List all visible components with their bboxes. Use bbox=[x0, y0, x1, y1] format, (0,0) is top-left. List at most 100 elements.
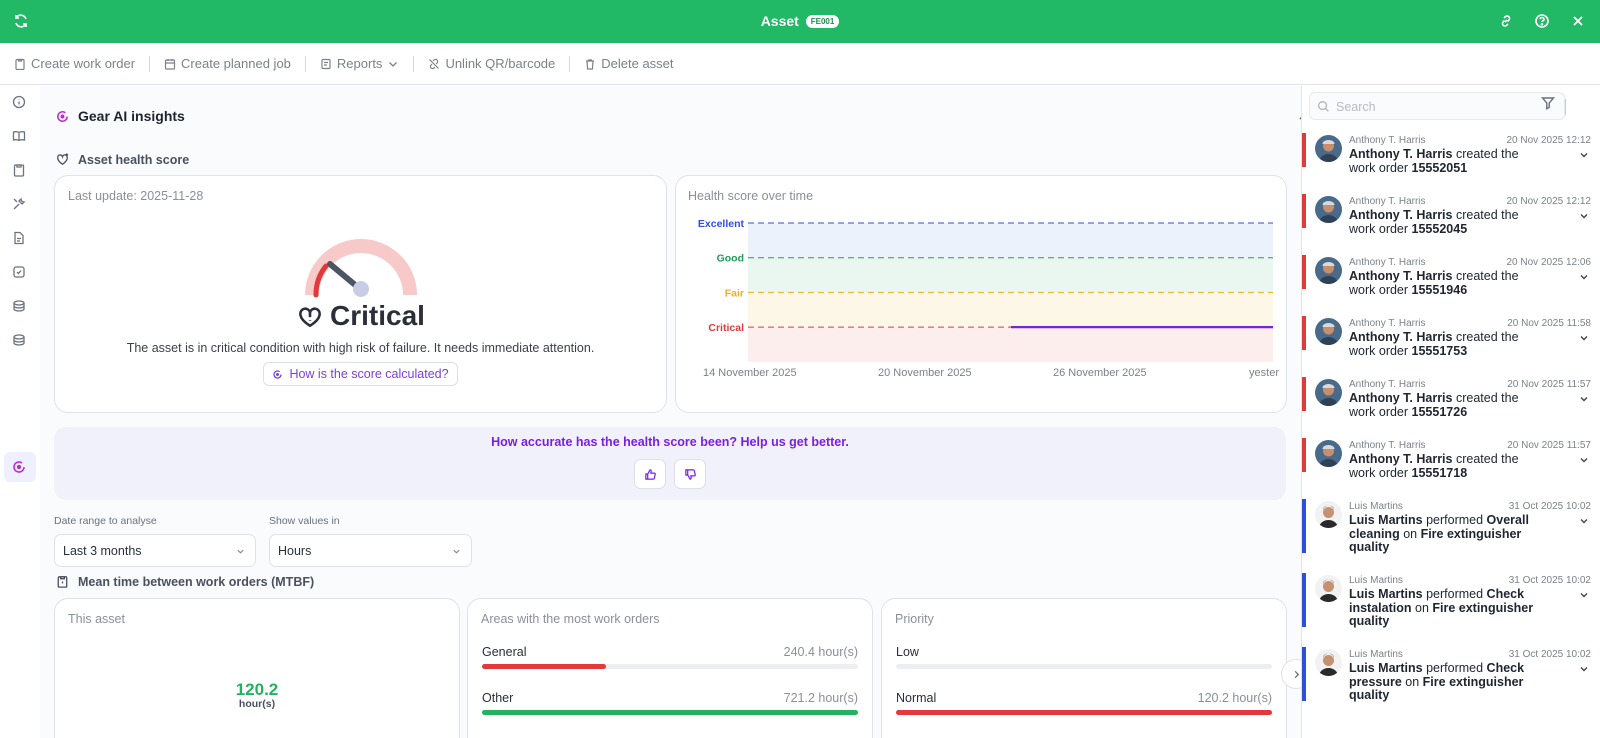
chevron-down-icon[interactable] bbox=[1579, 272, 1589, 282]
chart-band-fair bbox=[748, 292, 1273, 328]
chart-x-tick: yester bbox=[1249, 367, 1279, 379]
bar-fill bbox=[482, 664, 607, 669]
unlink-icon bbox=[429, 58, 440, 69]
chevron-down-icon bbox=[453, 549, 460, 554]
activity-item[interactable]: Luis Martins 31 Oct 2025 10:02 Luis Martin… bbox=[1302, 647, 1600, 705]
activity-verb: created the work order bbox=[1349, 208, 1519, 236]
health-status: Critical bbox=[55, 300, 666, 332]
chevron-down-icon[interactable] bbox=[1579, 211, 1589, 221]
show-values-select[interactable]: Hours bbox=[269, 534, 472, 567]
ai-insights-icon bbox=[57, 110, 68, 122]
tools-icon[interactable] bbox=[11, 196, 27, 212]
refresh-icon[interactable] bbox=[13, 13, 29, 29]
activity-type-stripe bbox=[1302, 438, 1306, 472]
activity-place: Fire extinguisher quality bbox=[1349, 600, 1534, 628]
areas-label: Areas with the most work orders bbox=[481, 612, 660, 626]
chevron-down-icon[interactable] bbox=[1579, 664, 1589, 674]
checklist-icon[interactable] bbox=[11, 264, 27, 280]
toolbar-divider bbox=[413, 55, 415, 72]
activity-item[interactable]: Anthony T. Harris 20 Nov 2025 11:58 Anthon… bbox=[1302, 316, 1600, 357]
activity-connector: on bbox=[1401, 674, 1423, 689]
activity-item[interactable]: Anthony T. Harris 20 Nov 2025 12:06 Anthon… bbox=[1302, 255, 1600, 296]
priority-name: Low bbox=[896, 645, 919, 659]
chart-x-tick: 26 November 2025 bbox=[1053, 367, 1147, 379]
create-planned-job-button[interactable]: Create planned job bbox=[164, 56, 291, 71]
bar-fill bbox=[896, 710, 1272, 715]
book-icon[interactable] bbox=[11, 128, 27, 144]
activity-place: Fire extinguisher quality bbox=[1349, 526, 1522, 554]
area-value: 240.4 hour(s) bbox=[783, 645, 858, 659]
chevron-down-icon[interactable] bbox=[1579, 455, 1589, 465]
activity-user: Luis Martins bbox=[1349, 501, 1403, 512]
activity-text: Luis Martins performed Check pressure on… bbox=[1349, 661, 1539, 703]
activity-user: Anthony T. Harris bbox=[1349, 318, 1426, 329]
activity-item[interactable]: Anthony T. Harris 20 Nov 2025 11:57 Anthon… bbox=[1302, 377, 1600, 418]
reports-label: Reports bbox=[336, 56, 383, 71]
chevron-down-icon[interactable] bbox=[1579, 333, 1589, 343]
activity-connector: on bbox=[1399, 526, 1421, 541]
areas-card: Areas with the most work orders General … bbox=[467, 598, 873, 738]
activity-type-stripe bbox=[1302, 647, 1306, 701]
search-input[interactable]: Search bbox=[1309, 92, 1566, 120]
activity-user: Anthony T. Harris bbox=[1349, 257, 1426, 268]
database-icon[interactable] bbox=[11, 332, 27, 348]
chart-level-label: Fair bbox=[725, 287, 744, 299]
thumbs-up-button[interactable] bbox=[634, 459, 666, 489]
activity-place: Fire extinguisher quality bbox=[1349, 674, 1524, 702]
chevron-down-icon[interactable] bbox=[1579, 150, 1589, 160]
thumbs-down-button[interactable] bbox=[674, 459, 706, 489]
area-name: General bbox=[482, 645, 527, 659]
create-work-order-button[interactable]: Create work order bbox=[14, 56, 135, 71]
bar-track bbox=[482, 710, 858, 715]
health-status-text: Critical bbox=[330, 300, 425, 331]
bar-track bbox=[896, 664, 1272, 669]
close-icon[interactable] bbox=[1570, 13, 1586, 29]
activity-item[interactable]: Luis Martins 31 Oct 2025 10:02 Luis Martin… bbox=[1302, 573, 1600, 631]
ai-insights-icon[interactable] bbox=[11, 459, 27, 475]
asset-code-badge: FE001 bbox=[805, 15, 840, 28]
database-icon[interactable] bbox=[11, 298, 27, 314]
activity-actor: Anthony T. Harris bbox=[1349, 452, 1453, 466]
help-icon[interactable] bbox=[1534, 13, 1550, 29]
how-score-calculated-button[interactable]: How is the score calculated? bbox=[263, 362, 458, 386]
show-values-value: Hours bbox=[278, 544, 312, 558]
delete-asset-button[interactable]: Delete asset bbox=[584, 56, 674, 71]
activity-type-stripe bbox=[1302, 377, 1306, 411]
link-icon[interactable] bbox=[1498, 13, 1514, 29]
clipboard-icon[interactable] bbox=[11, 162, 27, 178]
bar-track bbox=[482, 664, 858, 669]
activity-time: 20 Nov 2025 11:57 bbox=[1507, 379, 1591, 390]
activity-type-stripe bbox=[1302, 573, 1306, 627]
activity-item[interactable]: Anthony T. Harris 20 Nov 2025 12:12 Anthon… bbox=[1302, 133, 1600, 174]
chart-x-tick: 14 November 2025 bbox=[703, 367, 797, 379]
chart-x-tick: 20 November 2025 bbox=[878, 367, 972, 379]
search-placeholder: Search bbox=[1336, 100, 1376, 114]
chevron-down-icon[interactable] bbox=[1579, 590, 1589, 600]
mtbf-unit: hour(s) bbox=[238, 698, 276, 710]
how-score-label: How is the score calculated? bbox=[289, 367, 449, 381]
activity-item[interactable]: Anthony T. Harris 20 Nov 2025 12:12 Anthon… bbox=[1302, 194, 1600, 235]
chart-band-critical bbox=[748, 327, 1273, 362]
mtbf-title: Mean time between work orders (MTBF) bbox=[78, 574, 315, 589]
health-gauge bbox=[305, 239, 417, 298]
trash-icon bbox=[586, 58, 595, 70]
info-icon[interactable] bbox=[11, 94, 27, 110]
chevron-down-icon[interactable] bbox=[1579, 516, 1589, 526]
activity-item[interactable]: Luis Martins 31 Oct 2025 10:02 Luis Martin… bbox=[1302, 499, 1600, 557]
activity-object: 15552045 bbox=[1411, 221, 1468, 236]
activity-time: 31 Oct 2025 10:02 bbox=[1508, 649, 1591, 660]
document-icon[interactable] bbox=[11, 230, 27, 246]
reports-dropdown[interactable]: Reports bbox=[320, 56, 400, 71]
priority-value: 120.2 hour(s) bbox=[1197, 691, 1272, 705]
title-text: Asset bbox=[760, 13, 799, 29]
avatar bbox=[1315, 575, 1342, 602]
activity-item[interactable]: Anthony T. Harris 20 Nov 2025 11:57 Anthon… bbox=[1302, 438, 1600, 479]
activity-verb: created the work order bbox=[1349, 269, 1519, 297]
avatar bbox=[1315, 196, 1342, 223]
unlink-qr-button[interactable]: Unlink QR/barcode bbox=[428, 56, 555, 71]
date-range-select[interactable]: Last 3 months bbox=[54, 534, 256, 567]
filter-icon[interactable] bbox=[1540, 95, 1556, 111]
create-work-order-label: Create work order bbox=[31, 56, 136, 71]
chevron-down-icon[interactable] bbox=[1579, 394, 1589, 404]
activity-verb: created the work order bbox=[1349, 147, 1519, 175]
